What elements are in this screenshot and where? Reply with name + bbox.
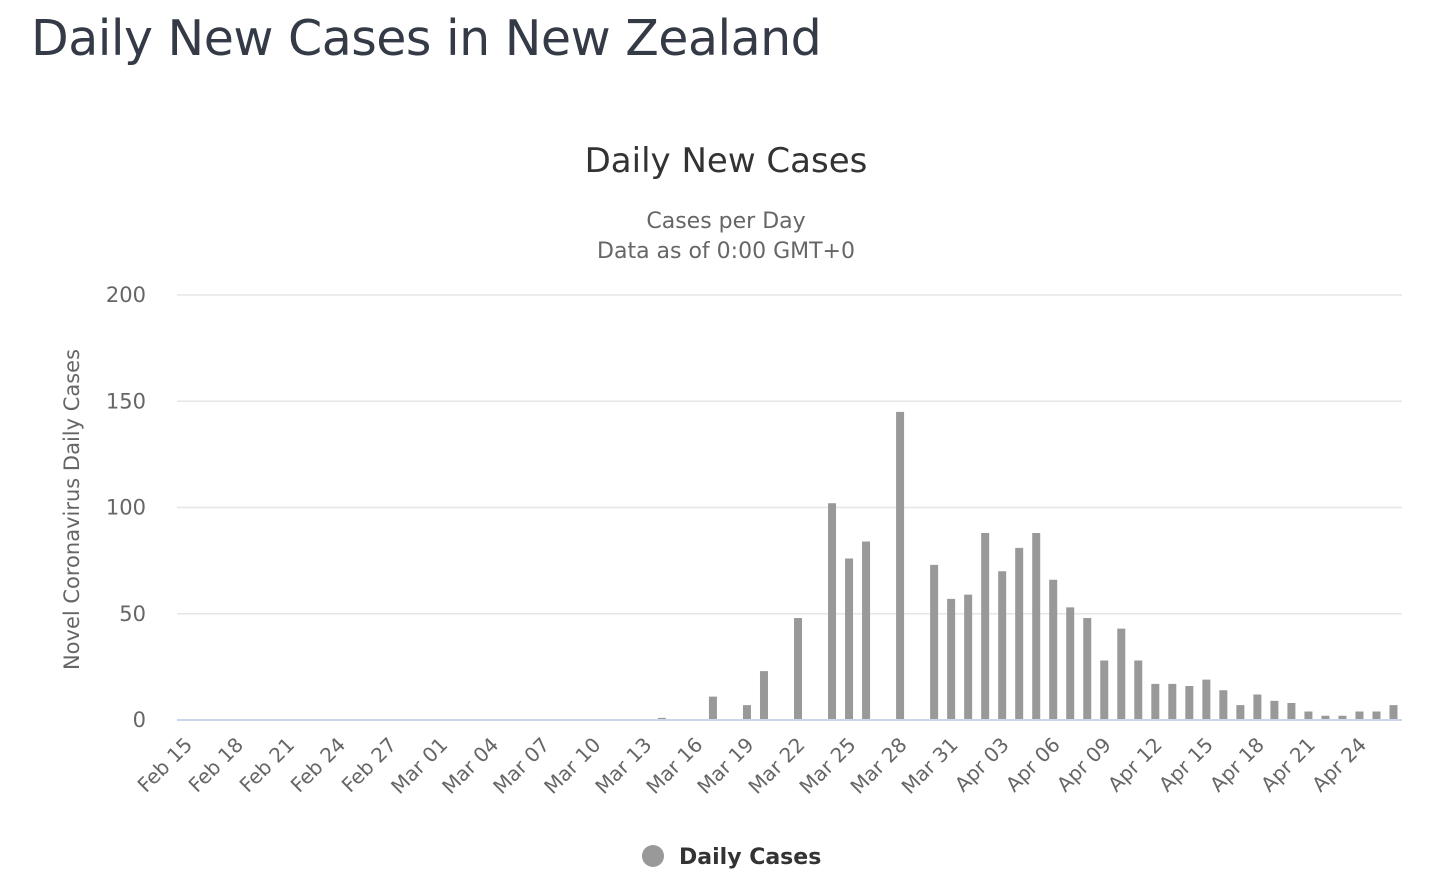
x-tick-label-feb-21: Feb 21 [235, 733, 300, 798]
y-tick-label-100: 100 [106, 496, 146, 520]
y-axis-ticks: 0 50 100 150 200 [106, 283, 146, 732]
bar-mar-14 [657, 717, 666, 720]
x-tick-label-apr-24: Apr 24 [1307, 733, 1371, 797]
page-title: Daily New Cases in New Zealand [31, 10, 822, 67]
bar-apr-02 [981, 533, 990, 720]
y-tick-label-0: 0 [133, 708, 146, 732]
bar-apr-16 [1219, 690, 1228, 720]
chart-subtitle-line-2: Data as of 0:00 GMT+0 [597, 239, 855, 264]
bar-apr-03 [998, 571, 1007, 720]
bar-mar-26 [862, 541, 871, 720]
bar-apr-19 [1270, 700, 1279, 720]
legend-label-daily-cases[interactable]: Daily Cases [679, 845, 821, 870]
bar-apr-14 [1185, 686, 1194, 720]
bar-mar-20 [759, 671, 768, 720]
bar-apr-18 [1253, 694, 1262, 720]
x-tick-label-mar-22: Mar 22 [743, 733, 809, 799]
bar-series-daily-cases [657, 411, 1398, 720]
bar-apr-23 [1338, 715, 1347, 720]
chart-subtitle-line-1: Cases per Day [646, 209, 805, 234]
bar-apr-24 [1355, 711, 1364, 720]
y-tick-label-50: 50 [119, 602, 146, 626]
y-tick-label-200: 200 [106, 283, 146, 307]
bar-apr-06 [1049, 579, 1058, 720]
x-tick-label-feb-24: Feb 24 [286, 733, 351, 798]
bar-apr-26 [1389, 705, 1398, 720]
x-tick-label-mar-01: Mar 01 [386, 733, 452, 799]
legend-marker-daily-cases[interactable] [642, 845, 664, 867]
bar-mar-22 [794, 618, 803, 720]
x-tick-label-mar-10: Mar 10 [539, 733, 605, 799]
x-tick-label-feb-15: Feb 15 [133, 733, 198, 798]
chart-title: Daily New Cases [585, 141, 868, 181]
gridlines [177, 294, 1402, 615]
bar-apr-08 [1083, 618, 1092, 720]
x-tick-label-mar-19: Mar 19 [692, 733, 758, 799]
bar-apr-11 [1134, 660, 1143, 720]
x-tick-label-apr-12: Apr 12 [1103, 733, 1167, 797]
bar-apr-21 [1304, 711, 1313, 720]
x-tick-label-apr-03: Apr 03 [950, 733, 1014, 797]
y-tick-label-150: 150 [106, 389, 146, 413]
bar-apr-10 [1117, 628, 1126, 720]
bar-apr-12 [1151, 683, 1160, 720]
x-tick-label-apr-06: Apr 06 [1001, 733, 1065, 797]
x-tick-label-apr-21: Apr 21 [1256, 733, 1320, 797]
x-tick-label-mar-04: Mar 04 [437, 733, 503, 799]
x-tick-label-mar-07: Mar 07 [488, 733, 554, 799]
x-tick-label-mar-31: Mar 31 [897, 733, 963, 799]
bar-mar-28 [896, 411, 905, 720]
bar-apr-22 [1321, 715, 1330, 720]
bar-apr-25 [1372, 711, 1381, 720]
bar-mar-19 [742, 705, 751, 720]
x-tick-label-apr-18: Apr 18 [1205, 733, 1269, 797]
x-tick-label-apr-15: Apr 15 [1154, 733, 1218, 797]
x-tick-label-mar-16: Mar 16 [641, 733, 707, 799]
bar-apr-09 [1100, 660, 1109, 720]
y-axis-label: Novel Coronavirus Daily Cases [60, 349, 84, 670]
bar-apr-15 [1202, 679, 1211, 720]
x-tick-label-mar-28: Mar 28 [845, 733, 911, 799]
bar-apr-20 [1287, 703, 1296, 720]
bar-mar-17 [708, 696, 717, 720]
bar-mar-31 [947, 598, 956, 720]
legend[interactable]: Daily Cases [642, 845, 821, 870]
x-tick-label-mar-25: Mar 25 [794, 733, 860, 799]
x-tick-label-feb-18: Feb 18 [184, 733, 249, 798]
bar-apr-17 [1236, 705, 1245, 720]
bar-mar-30 [930, 564, 939, 720]
bar-apr-13 [1168, 683, 1177, 720]
bar-apr-07 [1066, 607, 1075, 720]
bar-apr-04 [1015, 547, 1024, 720]
bar-mar-25 [845, 558, 854, 720]
x-tick-label-apr-09: Apr 09 [1052, 733, 1116, 797]
bar-apr-01 [964, 594, 973, 720]
bar-mar-24 [828, 503, 837, 720]
x-tick-label-mar-13: Mar 13 [590, 733, 656, 799]
bar-apr-05 [1032, 533, 1041, 720]
